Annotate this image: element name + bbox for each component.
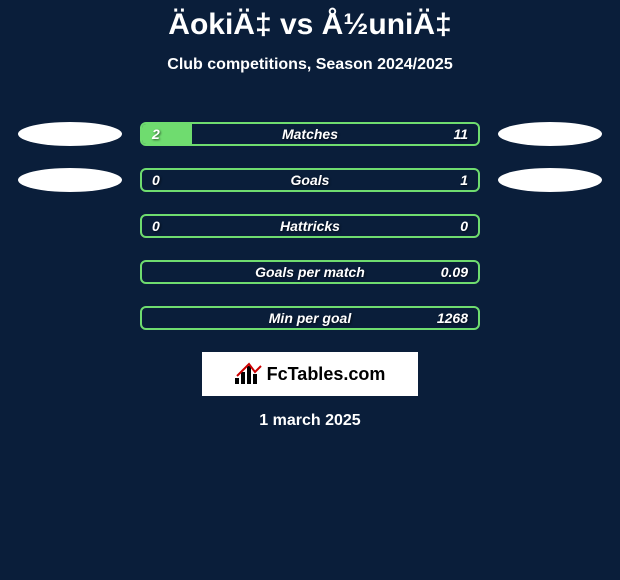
left-ellipse bbox=[18, 168, 122, 192]
barchart-icon bbox=[235, 362, 263, 386]
stat-bar: 0Goals1 bbox=[140, 168, 480, 192]
stat-row: 0Goals1 bbox=[0, 168, 620, 192]
stat-row: 0Hattricks0 bbox=[0, 214, 620, 238]
stat-label: Matches bbox=[142, 124, 478, 144]
comparison-widget: ÄokiÄ‡ vs Å½uniÄ‡ Club competitions, Sea… bbox=[0, 0, 620, 580]
stat-bar: 0Hattricks0 bbox=[140, 214, 480, 238]
stat-label: Hattricks bbox=[142, 216, 478, 236]
logo: FcTables.com bbox=[235, 362, 386, 386]
right-value: 0 bbox=[460, 216, 468, 236]
page-subtitle: Club competitions, Season 2024/2025 bbox=[0, 56, 620, 74]
stat-bar: Min per goal1268 bbox=[140, 306, 480, 330]
left-ellipse bbox=[18, 122, 122, 146]
right-value: 1268 bbox=[437, 308, 468, 328]
stat-label: Min per goal bbox=[142, 308, 478, 328]
stat-bar: Goals per match0.09 bbox=[140, 260, 480, 284]
right-value: 1 bbox=[460, 170, 468, 190]
right-ellipse bbox=[498, 122, 602, 146]
logo-text: FcTables.com bbox=[267, 364, 386, 385]
right-ellipse bbox=[498, 168, 602, 192]
right-value: 11 bbox=[453, 124, 468, 144]
right-value: 0.09 bbox=[441, 262, 468, 282]
stat-rows: 2Matches110Goals10Hattricks0Goals per ma… bbox=[0, 122, 620, 330]
stat-row: Min per goal1268 bbox=[0, 306, 620, 330]
stat-row: Goals per match0.09 bbox=[0, 260, 620, 284]
date-label: 1 march 2025 bbox=[0, 412, 620, 430]
stat-label: Goals bbox=[142, 170, 478, 190]
stat-row: 2Matches11 bbox=[0, 122, 620, 146]
stat-label: Goals per match bbox=[142, 262, 478, 282]
logo-box[interactable]: FcTables.com bbox=[202, 352, 418, 396]
page-title: ÄokiÄ‡ vs Å½uniÄ‡ bbox=[0, 0, 620, 42]
stat-bar: 2Matches11 bbox=[140, 122, 480, 146]
